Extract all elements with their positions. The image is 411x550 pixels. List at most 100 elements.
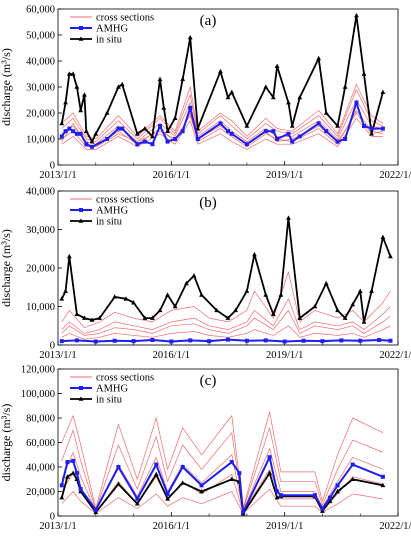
in-situ-point (153, 471, 159, 477)
amhg-point (369, 126, 374, 131)
amhg-point (226, 129, 230, 134)
in-situ-point (297, 94, 303, 100)
y-axis-label: discharge (m³/s) (0, 229, 13, 307)
amhg-point (320, 339, 325, 344)
y-tick-label: 30,000 (26, 225, 55, 236)
amhg-point (290, 139, 295, 144)
amhg-point (218, 121, 223, 126)
in-situ-point (335, 307, 340, 313)
in-situ-point (380, 89, 386, 94)
y-tick-label: 30,000 (26, 83, 55, 94)
amhg-point (286, 131, 291, 136)
in-situ-point (286, 100, 291, 105)
amhg-point (165, 491, 170, 496)
in-situ-point (74, 84, 80, 89)
amhg-point (275, 137, 280, 141)
amhg-point (180, 465, 185, 469)
in-situ-point (335, 123, 340, 128)
amhg-point (93, 339, 98, 344)
in-situ-point (97, 315, 102, 320)
in-situ-point (380, 234, 386, 239)
legend-marker (78, 36, 84, 41)
in-situ-point (369, 131, 374, 136)
amhg-point (93, 507, 98, 512)
in-situ-point (123, 296, 129, 301)
y-tick-label: 40,000 (26, 463, 55, 474)
amhg-point (150, 142, 155, 147)
series-line-cross-section (61, 271, 391, 329)
in-situ-point (157, 307, 163, 313)
amhg-point (271, 129, 276, 134)
in-situ-point (165, 292, 170, 297)
in-situ-point (369, 288, 374, 293)
in-situ-point (70, 71, 76, 76)
in-situ-point (327, 498, 333, 504)
panel-3: 0 20,000 40,000 60,000 80,000 100,000 120,000 2… (0, 365, 411, 533)
in-situ-point (361, 319, 367, 324)
series-line-cross-section (61, 89, 384, 142)
amhg-point (275, 489, 280, 494)
in-situ-point (350, 301, 356, 307)
amhg-point (278, 493, 283, 498)
in-situ-point (112, 294, 118, 299)
x-tick-label: 2013/1/1 (39, 350, 76, 361)
y-axis-label: discharge (m³/s) (0, 48, 13, 126)
amhg-point (71, 129, 76, 134)
in-situ-point (267, 470, 272, 475)
amhg-point (112, 338, 117, 343)
amhg-point (358, 338, 363, 343)
in-situ-point (380, 482, 386, 488)
amhg-point (116, 126, 121, 131)
amhg-point (362, 124, 366, 128)
amhg-point (59, 134, 64, 139)
amhg-point (380, 126, 385, 131)
amhg-point (380, 474, 385, 479)
in-situ-point (252, 251, 257, 257)
amhg-point (320, 506, 325, 511)
in-situ-point (350, 476, 356, 482)
amhg-point (59, 339, 64, 344)
in-situ-point (342, 315, 348, 320)
series-line-in-situ (60, 472, 384, 515)
x-tick-label: 2022/1/1 (379, 170, 411, 181)
in-situ-point (65, 474, 70, 479)
in-situ-point (270, 94, 276, 100)
x-tick-label: 2019/1/1 (266, 170, 303, 181)
series-line-amhg (60, 456, 384, 514)
amhg-point (335, 139, 340, 144)
in-situ-point (70, 470, 76, 475)
amhg-point (71, 458, 76, 463)
panel-label: (c) (200, 373, 217, 389)
in-situ-point (63, 288, 68, 293)
amhg-point (120, 126, 125, 131)
amhg-point (339, 338, 344, 343)
in-situ-point (289, 123, 295, 128)
amhg-point (207, 339, 212, 344)
in-situ-point (104, 110, 110, 115)
in-situ-point (229, 476, 235, 482)
x-tick-label: 2016/1/1 (153, 521, 190, 532)
in-situ-point (134, 131, 140, 136)
in-situ-point (184, 280, 189, 286)
amhg-point (74, 131, 79, 136)
amhg-point (65, 460, 70, 465)
legend-label: AMHG (96, 206, 129, 217)
amhg-point (135, 496, 140, 501)
y-tick-label: 10,000 (26, 302, 55, 313)
in-situ-point (320, 508, 325, 513)
in-situ-point (244, 123, 250, 128)
amhg-point (131, 339, 136, 344)
amhg-point (195, 137, 200, 141)
in-situ-point (195, 126, 201, 131)
series-line-cross-section (61, 117, 383, 150)
in-situ-point (270, 311, 276, 316)
amhg-point (282, 339, 287, 344)
legend-label: in situ (96, 395, 123, 406)
amhg-point (169, 339, 174, 344)
y-tick-label: 100,000 (21, 389, 55, 400)
in-situ-point (323, 110, 329, 115)
in-situ-point (150, 133, 155, 139)
amhg-point (229, 460, 234, 465)
y-tick-label: 20,000 (26, 487, 55, 498)
